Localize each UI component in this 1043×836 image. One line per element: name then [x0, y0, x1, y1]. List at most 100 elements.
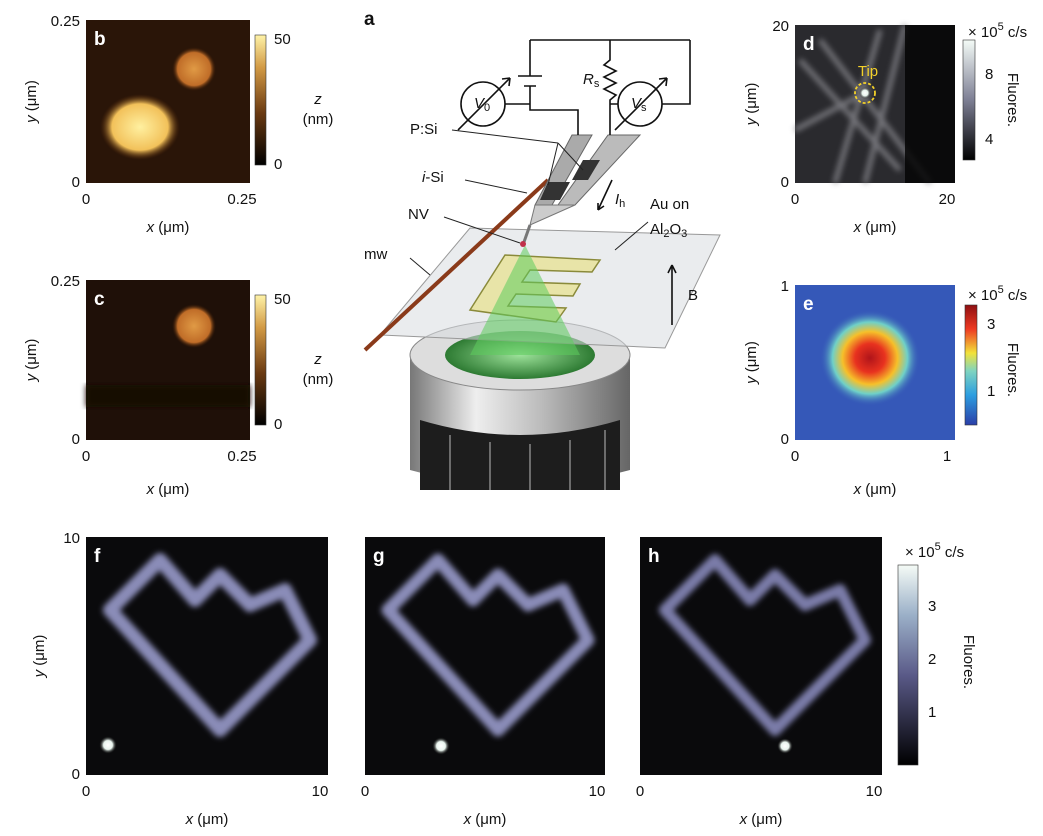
text-part: × 10 — [968, 287, 998, 304]
text-part: h — [619, 198, 625, 210]
axis-label: y (μm) — [23, 339, 40, 383]
psi-label: P:Si — [410, 121, 438, 138]
colorbar-label: (nm) — [303, 111, 334, 128]
x-tick-label: 0 — [636, 783, 644, 800]
x-tick-label: 1 — [943, 448, 951, 465]
text-part: y — [23, 372, 40, 382]
text-part: (μm) — [31, 635, 48, 670]
text-part: 5 — [998, 21, 1004, 33]
circuit — [457, 39, 691, 135]
text-part: 0 — [484, 102, 490, 114]
colorbar-label: z — [313, 351, 322, 368]
axis-label: x (μm) — [739, 811, 783, 828]
colorbar-tick-label: 1 — [987, 383, 995, 400]
nv-label: NV — [408, 206, 429, 223]
text-part: x — [739, 811, 748, 828]
colorbar-unit: × 105 c/s — [968, 21, 1027, 41]
rs-label: Rs — [583, 71, 600, 90]
fluorescence-image-f — [86, 537, 328, 775]
field-arrow — [667, 264, 677, 325]
cantilever — [520, 134, 642, 247]
text-part: (μm) — [23, 339, 40, 374]
mw-label: mw — [364, 246, 387, 263]
colorbar-title: Fluores. — [1004, 73, 1021, 127]
y-tick-label: 10 — [63, 530, 80, 547]
colorbar-title: Fluores. — [960, 635, 977, 689]
isi-label: i-Si — [422, 169, 444, 186]
confocal-image-d — [793, 24, 955, 185]
x-tick-label: 0.25 — [227, 448, 256, 465]
text-part: (μm) — [23, 80, 40, 115]
text-part: x — [146, 219, 155, 236]
y-tick-label: 0 — [72, 174, 80, 191]
b-field-label: B — [688, 287, 698, 304]
axis-label: x (μm) — [853, 219, 897, 236]
fluorescence-image-h — [640, 537, 882, 775]
text-part: I — [615, 191, 619, 208]
schematic — [363, 39, 721, 490]
text-part: c/s — [941, 544, 964, 561]
axis-label: x (μm) — [185, 811, 229, 828]
x-tick-label: 0 — [82, 191, 90, 208]
text-part: 2 — [663, 228, 669, 240]
annotation: Tip — [858, 63, 878, 80]
y-tick-label: 1 — [781, 278, 789, 295]
afm-image-c — [86, 280, 250, 440]
laser-cone — [470, 245, 580, 355]
text-part: -Si — [425, 169, 443, 186]
text-part: × 10 — [968, 24, 998, 41]
colorbar-tick-label: 3 — [987, 316, 995, 333]
panel-label: c — [94, 289, 105, 310]
y-tick-label: 0 — [781, 174, 789, 191]
colorbar-tick-label: 0 — [274, 416, 282, 433]
fluorescence-image-g — [365, 537, 605, 775]
axis-label: x (μm) — [853, 481, 897, 498]
colorbar-tick-label: 3 — [928, 598, 936, 615]
text-part: y — [23, 114, 40, 124]
text-part: O — [669, 221, 681, 238]
vs-label: Vs — [631, 95, 647, 114]
colorbar-unit: × 105 c/s — [905, 541, 964, 561]
ih-label: Ih — [615, 191, 625, 210]
text-part: 5 — [998, 284, 1004, 296]
y-tick-label: 0 — [72, 766, 80, 783]
panel-label: b — [94, 29, 106, 50]
axis-label: y (μm) — [31, 635, 48, 679]
x-tick-label: 10 — [866, 783, 883, 800]
x-tick-label: 0 — [82, 448, 90, 465]
text-part: x — [185, 811, 194, 828]
text-part: x — [146, 481, 155, 498]
text-part: x — [853, 481, 862, 498]
text-part: y — [743, 116, 760, 126]
panel-label: d — [803, 34, 815, 55]
text-part: s — [641, 102, 647, 114]
colorbar-label: z — [313, 91, 322, 108]
colorbar-tick-label: 1 — [928, 704, 936, 721]
x-tick-label: 0 — [82, 783, 90, 800]
text-part: × 10 — [905, 544, 935, 561]
text-part: 5 — [935, 541, 941, 553]
x-tick-label: 10 — [312, 783, 329, 800]
x-tick-label: 10 — [589, 783, 606, 800]
colorbar-tick-label: 0 — [274, 156, 282, 173]
text-part: (μm) — [743, 83, 760, 118]
text-part: x — [463, 811, 472, 828]
x-tick-label: 0.25 — [227, 191, 256, 208]
axis-label: y (μm) — [743, 83, 760, 127]
mw-wire — [363, 178, 550, 352]
x-tick-label: 0 — [361, 783, 369, 800]
y-tick-label: 0.25 — [51, 273, 80, 290]
colorbar-fgh — [897, 564, 919, 766]
afm-image-b — [86, 20, 250, 183]
text-part: Al — [650, 221, 663, 238]
au-label: Au on — [650, 196, 689, 213]
axis-label: x (μm) — [146, 219, 190, 236]
text-part: (μm) — [193, 811, 228, 828]
colorbar-tick-label: 8 — [985, 66, 993, 83]
text-part: c/s — [1004, 287, 1027, 304]
colorbar-d — [962, 39, 976, 161]
text-part: 3 — [681, 228, 687, 240]
panel-label: e — [803, 294, 814, 315]
